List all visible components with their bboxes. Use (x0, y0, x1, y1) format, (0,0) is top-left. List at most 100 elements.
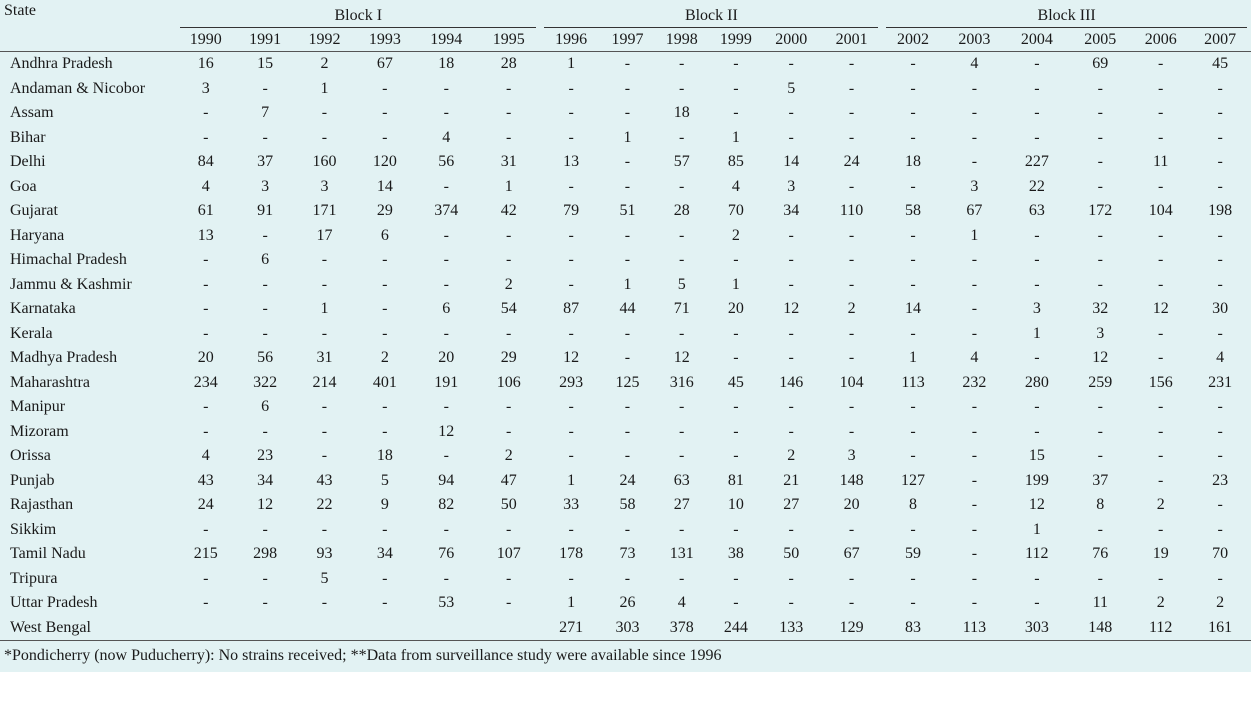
table-cell: 31 (316, 349, 333, 367)
table-cell: - (568, 447, 574, 465)
table-cell: - (1217, 422, 1223, 440)
table-cell: 244 (710, 615, 762, 641)
table-cell: - (568, 398, 574, 416)
state-name: Assam (10, 104, 54, 122)
table-cell: 172 (1088, 202, 1113, 220)
table-row: Rajasthan 24 12 22 9 82 50 33 58 27 10 27 20 8-12 8 2- (0, 493, 1251, 518)
year-header: 2004 (1005, 29, 1069, 52)
table-cell: 51 (619, 202, 636, 220)
table-cell: - (788, 422, 794, 440)
table-cell: - (262, 275, 268, 293)
table-cell: - (733, 422, 739, 440)
table-cell: 30 (1212, 300, 1229, 318)
table-cell: 63 (1028, 202, 1045, 220)
table-cell: 5 (787, 79, 796, 97)
table-cell: 67 (843, 545, 860, 563)
table-cell: 22 (1028, 177, 1045, 195)
table-cell: 81 (727, 471, 744, 489)
table-cell: - (788, 569, 794, 587)
table-cell: 4 (970, 55, 979, 73)
table-cell: 146 (779, 373, 804, 391)
state-name: Andaman & Nicobor (10, 79, 146, 97)
table-cell: 11 (1092, 594, 1108, 612)
table-cell: 4 (1216, 349, 1225, 367)
table-cell: - (203, 324, 209, 342)
table-cell: 7 (261, 104, 270, 122)
table-cell: - (443, 79, 449, 97)
table-cell: - (1097, 128, 1103, 146)
table-cell: 303 (1005, 615, 1069, 641)
table-cell: - (1217, 251, 1223, 269)
table-cell: 59 (905, 545, 922, 563)
state-name: Rajasthan (10, 496, 74, 514)
table-cell: 76 (1092, 545, 1109, 563)
state-name: Jammu & Kashmir (10, 275, 132, 293)
table-cell: 70 (1212, 545, 1229, 563)
table-cell: - (1034, 275, 1040, 293)
table-cell: 16 (197, 55, 214, 73)
table-cell: - (1097, 226, 1103, 244)
table-cell: 87 (563, 300, 580, 318)
table-cell: 2 (1156, 496, 1165, 514)
table-cell: - (1158, 398, 1164, 416)
table-cell: - (910, 422, 916, 440)
table-cell: 171 (312, 202, 337, 220)
table-cell: - (1217, 177, 1223, 195)
table-cell: - (1097, 153, 1103, 171)
table-cell: - (910, 177, 916, 195)
table-cell: - (624, 349, 631, 367)
table-row: Madhya Pradesh 20 56 31 2 20 29 12 - 12 - - - 1 4 - 12 - 4 (0, 346, 1251, 371)
table-cell: - (848, 79, 855, 97)
year-header: 2006 (1132, 29, 1190, 52)
table-cell: 113 (943, 615, 1006, 641)
table-cell: 73 (619, 545, 636, 563)
table-row: Bihar - - - - 4 - - 1 - 1 - - - - - - - - (0, 126, 1251, 151)
state-name: Himachal Pradesh (10, 251, 127, 269)
table-cell: 17 (316, 226, 333, 244)
state-header-spacer (0, 29, 177, 52)
table-cell: 14 (905, 300, 922, 318)
table-cell: 161 (1189, 615, 1251, 641)
table-cell: - (1097, 398, 1103, 416)
table-cell: 28 (673, 202, 690, 220)
table-cell: - (788, 128, 794, 146)
table-cell: 231 (1208, 373, 1233, 391)
table-cell: - (788, 594, 794, 612)
table-cell: - (1217, 104, 1223, 122)
table-cell: 53 (438, 594, 455, 612)
table-cell: - (203, 300, 209, 318)
table-cell: 20 (438, 349, 455, 367)
table-cell: 3 (261, 177, 270, 195)
table-cell: 33 (563, 496, 580, 514)
table-cell: - (971, 79, 978, 97)
table-cell: - (506, 324, 512, 342)
table-cell: - (1217, 520, 1223, 538)
table-cell: - (506, 226, 512, 244)
table-cell: - (624, 55, 631, 73)
table-cell: - (382, 324, 388, 342)
table-cell: - (848, 594, 855, 612)
table-cell: 112 (1132, 615, 1190, 641)
table-cell: - (1217, 496, 1223, 514)
table-row: Maharashtra 234 322 214 401 191 106 293 125 316 45… (0, 371, 1251, 396)
table-cell: - (679, 177, 685, 195)
table-cell: 43 (197, 471, 214, 489)
table-cell: 316 (669, 373, 694, 391)
table-cell: 232 (962, 373, 987, 391)
table-cell: - (382, 104, 388, 122)
table-cell: 1 (1032, 324, 1041, 342)
table-cell: - (848, 177, 855, 195)
table-row: Andhra Pradesh 16 15 2 67 18 28 1 - - - - - - 4 - 69 - 45 (0, 52, 1251, 77)
table-cell: 85 (727, 153, 744, 171)
state-name: Gujarat (10, 202, 58, 220)
table-cell: 29 (500, 349, 517, 367)
table-cell: 12 (1092, 349, 1109, 367)
table-cell: 4 (442, 128, 451, 146)
table-cell: 50 (783, 545, 800, 563)
table-cell: - (568, 104, 574, 122)
table-cell: - (910, 594, 916, 612)
table-cell: - (506, 520, 512, 538)
table-cell: 11 (1152, 153, 1169, 171)
table-cell: - (382, 569, 388, 587)
table-cell: 4 (970, 349, 979, 367)
